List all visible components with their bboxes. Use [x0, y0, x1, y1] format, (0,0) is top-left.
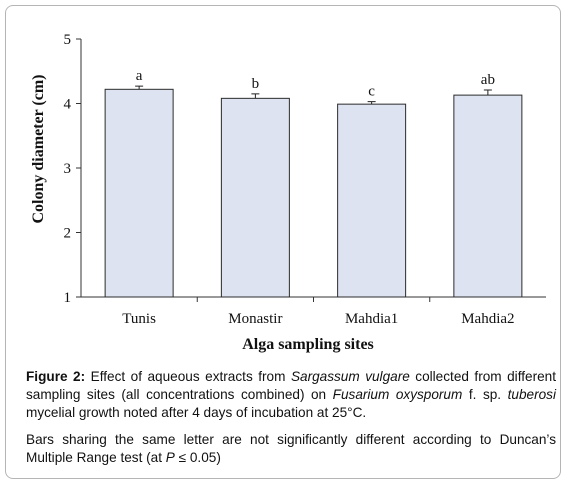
y-tick-label: 2 [64, 226, 72, 242]
bar-chart: Colony diameter (cm) Alga sampling sites… [30, 32, 546, 353]
caption-text: collected from different sampling sites … [26, 369, 556, 402]
note-text: Bars sharing the same letter are not sig… [26, 432, 556, 465]
y-tick-label: 5 [64, 32, 72, 48]
caption-paragraph: Figure 2: Effect of aqueous extracts fro… [26, 368, 556, 422]
significance-letter: b [252, 76, 260, 92]
significance-letter: c [368, 84, 375, 100]
p-symbol: P [165, 450, 175, 465]
caption-text: mycelial growth noted after 4 days of in… [26, 405, 367, 420]
forma-specialis-name: tuberosi [507, 387, 556, 402]
species-name: Sargassum vulgare [290, 369, 410, 384]
x-tick-label: Mahdia2 [461, 311, 514, 327]
x-tick-label: Tunis [122, 311, 156, 327]
x-tick-label: Mahdia1 [345, 311, 398, 327]
x-tick-label: Monastir [228, 311, 282, 327]
species-name: Fusarium oxysporum [332, 387, 463, 402]
figure-caption: Figure 2: Effect of aqueous extracts fro… [26, 368, 556, 467]
figure-label: Figure 2: [26, 369, 86, 384]
y-tick-label: 4 [64, 97, 72, 113]
caption-note: Bars sharing the same letter are not sig… [26, 431, 556, 467]
significance-letter: ab [481, 72, 495, 88]
y-tick-label: 1 [64, 290, 72, 306]
x-axis-title: Alga sampling sites [242, 336, 374, 353]
caption-text: f. sp. [462, 387, 508, 402]
y-tick-label: 3 [64, 161, 72, 177]
bar [220, 97, 290, 298]
plot-area: 1 2 3 4 5 a Tunis b Monastir c Mahdia1 ab Mahdia2 [64, 32, 546, 327]
figure-frame: Colony diameter (cm) Alga sampling sites… [5, 5, 561, 479]
significance-letter: a [136, 68, 143, 84]
bar [104, 88, 174, 298]
y-axis-title: Colony diameter (cm) [30, 75, 47, 224]
bar [453, 94, 523, 298]
note-text: ≤ 0.05) [174, 450, 221, 465]
bar [337, 103, 407, 298]
caption-text: Effect of aqueous extracts from [85, 369, 291, 384]
